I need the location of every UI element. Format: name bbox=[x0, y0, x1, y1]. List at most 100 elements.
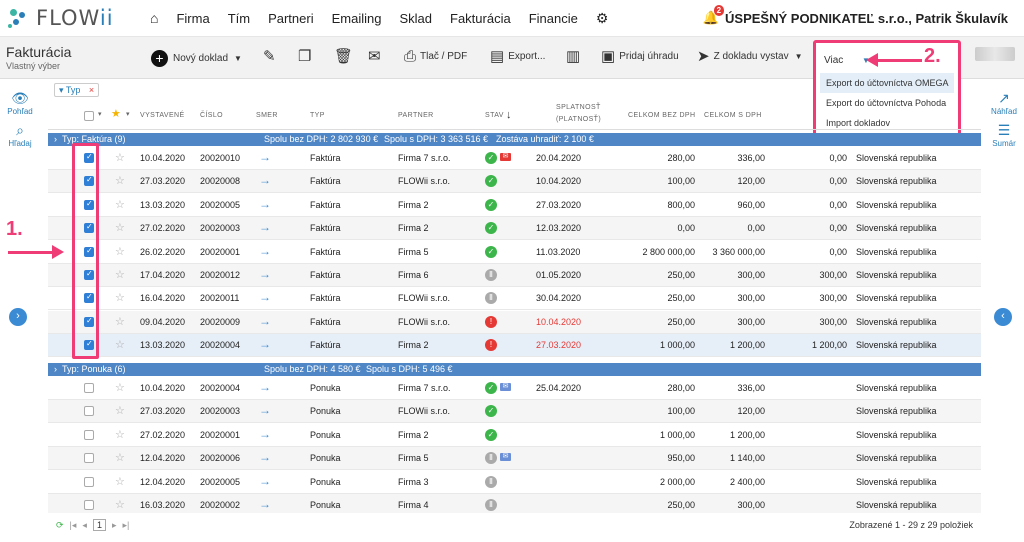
star-outline-icon[interactable]: ☆ bbox=[115, 315, 125, 328]
nav-financie[interactable]: Financie bbox=[528, 10, 578, 26]
home-icon[interactable]: ⌂ bbox=[150, 10, 159, 26]
table-row[interactable]: ☆ 13.03.2020 20020004 → Faktúra Firma 2! 27.03… bbox=[48, 334, 981, 358]
column-total-gross[interactable]: CELKOM S DPH bbox=[704, 112, 762, 119]
row-checkbox[interactable] bbox=[84, 383, 94, 393]
row-checkbox[interactable] bbox=[84, 292, 94, 304]
current-page[interactable]: 1 bbox=[92, 519, 106, 531]
table-row[interactable]: ☆ 27.03.2020 20020003 → Ponuka FLOWii s.r.o. ✓… bbox=[48, 400, 981, 424]
last-page-icon[interactable]: ▸| bbox=[122, 519, 130, 530]
table-row[interactable]: ☆ 17.04.2020 20020012 → Faktúra Firma 6 Ⅱ 01.05… bbox=[48, 264, 981, 287]
row-checkbox[interactable] bbox=[84, 199, 94, 210]
star-outline-icon[interactable]: ☆ bbox=[115, 175, 125, 188]
print-pdf-button[interactable]: ⎙ Tlač / PDF bbox=[404, 49, 467, 64]
star-filled-icon[interactable]: ★ bbox=[111, 108, 122, 120]
select-all-checkbox[interactable] bbox=[84, 111, 94, 121]
column-partner[interactable]: PARTNER bbox=[398, 112, 434, 119]
table-row[interactable]: ☆ 27.02.2020 20020001 → Ponuka Firma 2 ✓ 1 000,… bbox=[48, 424, 981, 447]
nav-fakturacia[interactable]: Fakturácia bbox=[450, 10, 511, 26]
settings-gear-icon[interactable]: ⚙ bbox=[595, 9, 609, 26]
table-row[interactable]: ☆ 12.04.2020 20020005 → Ponuka Firma 3 Ⅱ 2 000,… bbox=[48, 471, 981, 494]
star-outline-icon[interactable]: ☆ bbox=[115, 222, 125, 235]
nav-partneri[interactable]: Partneri bbox=[268, 10, 314, 26]
star-outline-icon[interactable]: ☆ bbox=[115, 499, 125, 511]
table-row[interactable]: ☆ 09.04.2020 20020009 → Faktúra FLOWii s.r.o.… bbox=[48, 310, 981, 334]
chevron-left-icon[interactable]: ‹ bbox=[994, 308, 1012, 326]
star-outline-icon[interactable]: ☆ bbox=[115, 405, 125, 418]
column-type[interactable]: TYP bbox=[310, 112, 325, 119]
row-checkbox[interactable] bbox=[84, 222, 94, 234]
star-outline-icon[interactable]: ☆ bbox=[115, 475, 125, 488]
star-outline-icon[interactable]: ☆ bbox=[115, 245, 125, 258]
more-button[interactable]: Viac bbox=[824, 55, 844, 66]
row-checkbox[interactable] bbox=[84, 175, 94, 187]
column-issued[interactable]: VYSTAVENÉ bbox=[140, 112, 185, 119]
column-total-net[interactable]: CELKOM BEZ DPH bbox=[628, 112, 696, 119]
table-row[interactable]: ☆ 13.03.2020 20020005 → Faktúra Firma 2 ✓ 27.03… bbox=[48, 194, 981, 217]
nav-tim[interactable]: Tím bbox=[227, 10, 251, 26]
star-outline-icon[interactable]: ☆ bbox=[115, 292, 125, 305]
chevron-down-icon[interactable]: ▾ bbox=[126, 111, 130, 118]
row-checkbox[interactable] bbox=[84, 500, 94, 510]
chart-button[interactable]: ▥ bbox=[566, 49, 584, 64]
star-outline-icon[interactable]: ☆ bbox=[115, 452, 125, 465]
search-button[interactable]: ⌕ Hľadaj bbox=[0, 122, 40, 148]
table-row[interactable]: ☆ 12.04.2020 20020006 → Ponuka Firma 5 Ⅱ ✉ 950,0… bbox=[48, 447, 981, 471]
chevron-right-icon[interactable]: › bbox=[9, 308, 27, 326]
row-checkbox[interactable] bbox=[84, 316, 94, 327]
export-button[interactable]: ▤ Export... bbox=[490, 49, 545, 64]
row-checkbox[interactable] bbox=[84, 476, 94, 487]
menu-export-pohoda[interactable]: Export do účtovníctva Pohoda bbox=[826, 98, 947, 108]
chevron-down-icon[interactable]: ▾ bbox=[98, 111, 102, 118]
logo[interactable]: FLOWii bbox=[8, 6, 138, 30]
view-button[interactable]: 👁 Pohľad bbox=[0, 90, 40, 116]
add-payment-button[interactable]: ▣ Pridaj úhradu bbox=[601, 49, 679, 64]
table-row[interactable]: ☆ 27.03.2020 20020008 → Faktúra FLOWii s.r.o.… bbox=[48, 170, 981, 194]
row-checkbox[interactable] bbox=[84, 429, 94, 440]
edit-button[interactable]: ✎ bbox=[263, 49, 280, 64]
row-checkbox[interactable] bbox=[84, 246, 94, 257]
sort-arrow-down-icon[interactable]: ↓ bbox=[506, 109, 512, 121]
nav-emailing[interactable]: Emailing bbox=[331, 10, 382, 26]
table-row[interactable]: ☆ 10.04.2020 20020004 → Ponuka Firma 7 s.r.o.… bbox=[48, 377, 981, 400]
new-document-button[interactable]: + Nový doklad ▼ bbox=[151, 50, 242, 67]
star-outline-icon[interactable]: ☆ bbox=[115, 428, 125, 441]
table-row[interactable]: ☆ 26.02.2020 20020001 → Faktúra Firma 5 ✓ 11.03… bbox=[48, 241, 981, 264]
nav-sklad[interactable]: Sklad bbox=[399, 10, 432, 26]
table-row[interactable]: ☆ 10.04.2020 20020010 → Faktúra Firma 7 s.r.o… bbox=[48, 147, 981, 170]
prev-page-icon[interactable]: ◂ bbox=[82, 519, 87, 530]
menu-export-omega[interactable]: Export do účtovníctva OMEGA bbox=[820, 73, 954, 93]
group-row-invoice[interactable]: › Typ: Faktúra (9) Spolu bez DPH: 2 802 … bbox=[48, 133, 981, 146]
copy-button[interactable]: ❐ bbox=[298, 49, 315, 64]
menu-import-documents[interactable]: Import dokladov bbox=[826, 118, 891, 128]
email-button[interactable]: ✉ bbox=[368, 49, 385, 64]
notification-bell-icon[interactable]: 🔔 2 bbox=[703, 5, 725, 26]
row-checkbox[interactable] bbox=[84, 406, 94, 417]
preview-button[interactable]: ↗ Náhľad bbox=[984, 90, 1024, 116]
column-due[interactable]: SPLATNOSŤ bbox=[556, 104, 601, 111]
company-user-name[interactable]: ÚSPEŠNÝ PODNIKATEĽ s.r.o., Patrik Škulav… bbox=[725, 10, 1008, 26]
filter-chip-type[interactable]: ▾ Typ × bbox=[54, 83, 100, 97]
refresh-icon[interactable]: ⟳ bbox=[56, 519, 64, 530]
star-outline-icon[interactable]: ☆ bbox=[115, 269, 125, 281]
star-outline-icon[interactable]: ☆ bbox=[115, 382, 125, 394]
nav-firma[interactable]: Firma bbox=[176, 10, 210, 26]
star-outline-icon[interactable]: ☆ bbox=[115, 198, 125, 211]
star-outline-icon[interactable]: ☆ bbox=[115, 339, 125, 352]
row-checkbox[interactable] bbox=[84, 269, 94, 280]
group-row-offer[interactable]: › Typ: Ponuka (6) Spolu bez DPH: 4 580 €… bbox=[48, 363, 981, 376]
table-row[interactable]: ☆ 16.03.2020 20020002 → Ponuka Firma 4 Ⅱ 250,00… bbox=[48, 494, 981, 513]
delete-button[interactable]: 🗑 bbox=[334, 49, 357, 64]
column-number[interactable]: ČÍSLO bbox=[200, 112, 224, 119]
table-row[interactable]: ☆ 27.02.2020 20020003 → Faktúra Firma 2 ✓ 12.03… bbox=[48, 217, 981, 241]
table-row[interactable]: ☆ 16.04.2020 20020011 → Faktúra FLOWii s.r.o.… bbox=[48, 287, 981, 311]
column-status[interactable]: STAV bbox=[485, 112, 504, 119]
row-checkbox[interactable] bbox=[84, 453, 94, 464]
row-checkbox[interactable] bbox=[84, 339, 94, 351]
close-icon[interactable]: × bbox=[88, 85, 95, 95]
next-page-icon[interactable]: ▸ bbox=[111, 519, 117, 530]
star-outline-icon[interactable]: ☆ bbox=[115, 152, 125, 164]
issue-from-document-button[interactable]: ➤ Z dokladu vystav ▼ bbox=[697, 49, 803, 64]
column-direction[interactable]: SMER bbox=[256, 112, 278, 119]
row-checkbox[interactable] bbox=[84, 152, 94, 163]
summary-button[interactable]: ☰ Sumár bbox=[984, 122, 1024, 148]
